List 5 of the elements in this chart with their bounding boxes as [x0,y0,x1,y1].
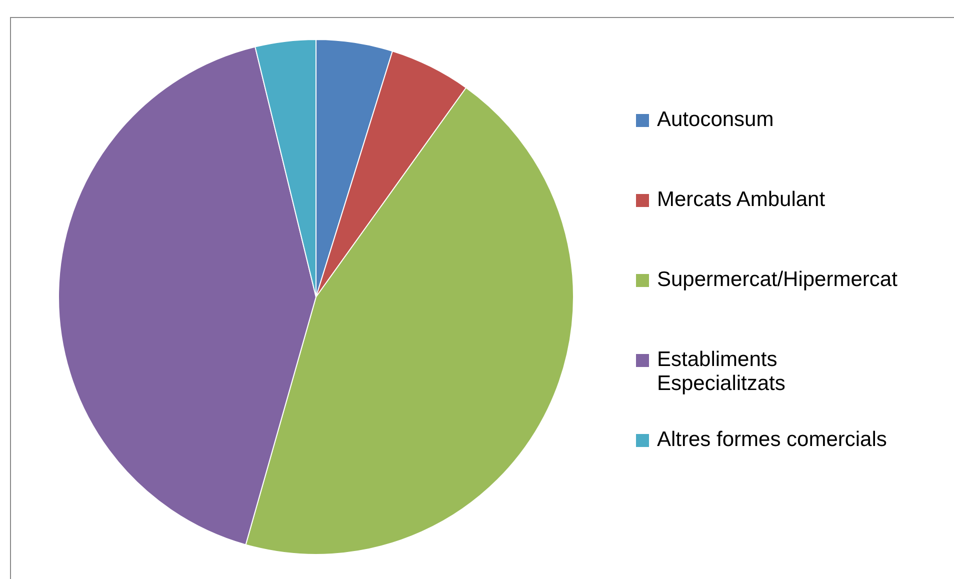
legend-label: Mercats Ambulant [657,188,826,212]
legend-label: Establiments Especialitzats [657,348,786,396]
legend-label: Autoconsum [657,108,775,132]
legend-label: Supermercat/Hipermercat [657,268,898,292]
legend-label: Altres formes comercials [657,428,888,452]
